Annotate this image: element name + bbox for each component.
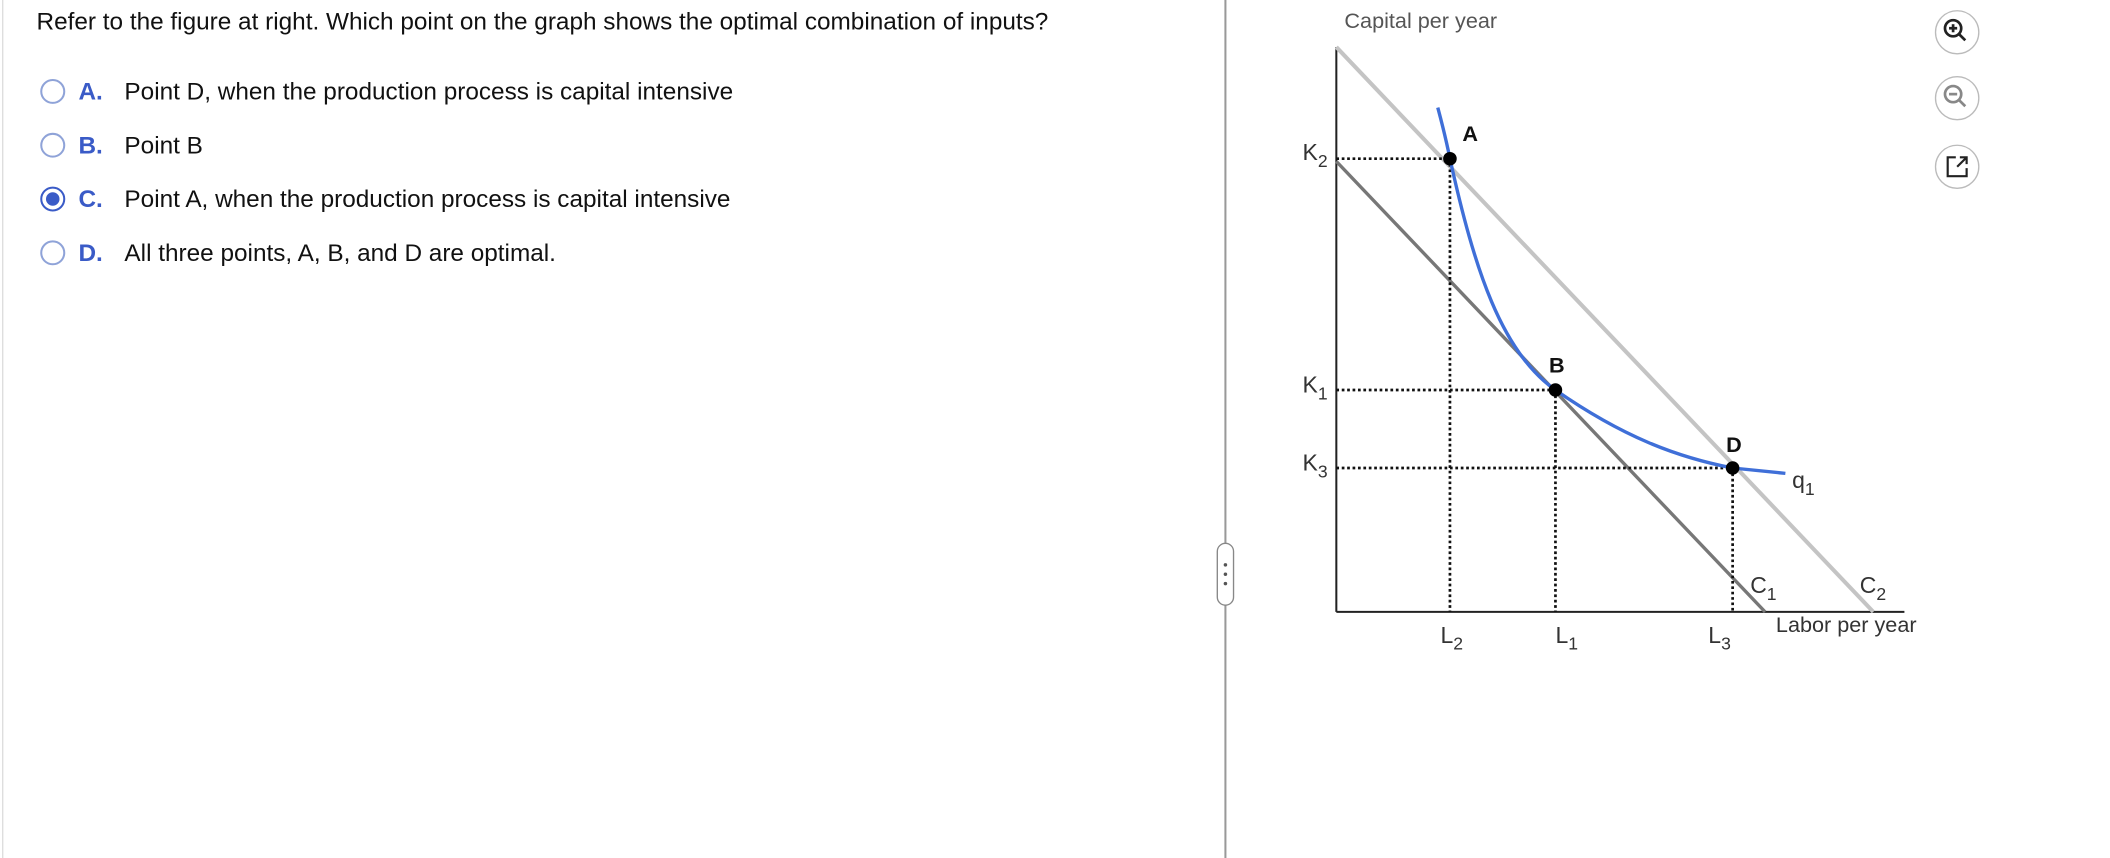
label: K1 [1303,372,1328,404]
option-text: Point D, when the production process is … [124,79,733,106]
toolbar-glyphs [1943,18,1968,178]
label-sub: 3 [1318,461,1328,481]
radio[interactable] [40,240,66,266]
isoquant [1436,107,1786,476]
option-text: All three points, A, B, and D are optima… [124,240,555,267]
label-sub: 1 [1767,584,1777,604]
option-letter: D. [78,240,102,267]
isocost-c2 [1334,45,1875,614]
label-sub: 1 [1568,634,1578,654]
radio-dot [45,192,60,206]
label: C2 [1860,572,1886,604]
option-text: Point A, when the production process is … [124,186,730,213]
radio[interactable] [40,132,66,158]
y-axis-label: Capital per year [1344,8,1497,33]
point-dots [1443,151,1740,475]
label: C1 [1750,572,1776,604]
label-base: C [1750,572,1767,598]
option-text: Point B [124,132,202,159]
label-base: L [1555,622,1568,648]
question: Refer to the figure at right. Which poin… [37,9,1049,36]
label-sub: 2 [1453,634,1463,654]
label-sub: 2 [1318,151,1328,171]
label-sub: 3 [1721,634,1731,654]
point-label: A [1462,121,1478,146]
label: q1 [1792,467,1815,499]
label-base: L [1708,622,1721,648]
label-sub: 1 [1805,479,1815,499]
x-axis-label: Labor per year [1776,612,1917,637]
zoom-in[interactable] [1934,10,1980,55]
label: L3 [1708,622,1731,654]
label-base: K [1303,372,1319,398]
option-letter: B. [78,132,102,159]
label: K2 [1303,139,1328,171]
label: L1 [1555,622,1578,654]
label-base: C [1860,572,1877,598]
radio[interactable] [40,79,66,104]
point-label: D [1726,432,1742,457]
label-sub: 1 [1318,383,1328,403]
zoom-out[interactable] [1934,75,1980,121]
guides [1336,157,1734,612]
option-letter: C. [78,186,102,213]
option-letter: A. [78,79,102,106]
label: K3 [1303,450,1328,482]
label-base: q [1792,467,1805,493]
label-base: K [1303,139,1319,165]
label-base: K [1303,450,1319,476]
point-label: B [1549,353,1565,378]
label: L2 [1440,622,1463,654]
handle-dots [1223,563,1228,586]
label-sub: 2 [1876,584,1886,604]
label-base: L [1440,622,1453,648]
